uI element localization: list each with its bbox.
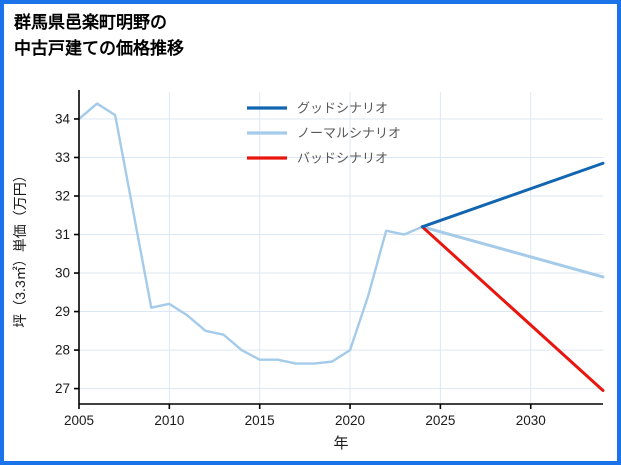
series-line-good <box>420 161 605 229</box>
price-trend-chart-svg: 27 28 29 30 31 32 33 34 2005 2010 2015 2020 2025 2030… <box>12 90 605 452</box>
y-tick-label-34: 34 <box>55 111 71 126</box>
legend-label-normal: ノーマルシナリオ <box>297 126 401 141</box>
x-tick-label-2010: 2010 <box>154 413 184 428</box>
y-tick-label-29: 29 <box>55 304 70 319</box>
series-line-normal <box>420 225 605 279</box>
x-tick-label-2015: 2015 <box>245 413 275 428</box>
x-tick-label-2025: 2025 <box>425 413 455 428</box>
chart-title-line1: 群馬県邑楽町明野の <box>14 13 167 32</box>
chart-title-line2: 中古戸建ての価格推移 <box>14 38 184 58</box>
series-line-historical <box>77 102 424 365</box>
y-tick-label-32: 32 <box>55 189 70 204</box>
y-tick-label-28: 28 <box>55 343 70 358</box>
price-trend-chart: 27 28 29 30 31 32 33 34 2005 2010 2015 2020 2025 2030… <box>4 4 617 461</box>
y-axis-label: 坪（3.3㎡）単価（万円） <box>12 168 28 327</box>
legend-label-good: グッドシナリオ <box>297 101 388 116</box>
y-tick-label-31: 31 <box>55 227 70 242</box>
x-tick-label-2020: 2020 <box>335 413 365 428</box>
x-axis-label: 年 <box>333 435 348 452</box>
x-tick-label-2005: 2005 <box>64 413 94 428</box>
y-tick-label-33: 33 <box>55 150 70 165</box>
y-tick-label-27: 27 <box>55 381 70 396</box>
legend-label-bad: バッドシナリオ <box>297 151 388 166</box>
chart-title: 群馬県邑楽町明野の 中古戸建ての価格推移 <box>14 10 184 61</box>
x-tick-label-2030: 2030 <box>516 413 546 428</box>
y-tick-label-30: 30 <box>55 266 70 281</box>
series-line-bad <box>420 225 605 393</box>
